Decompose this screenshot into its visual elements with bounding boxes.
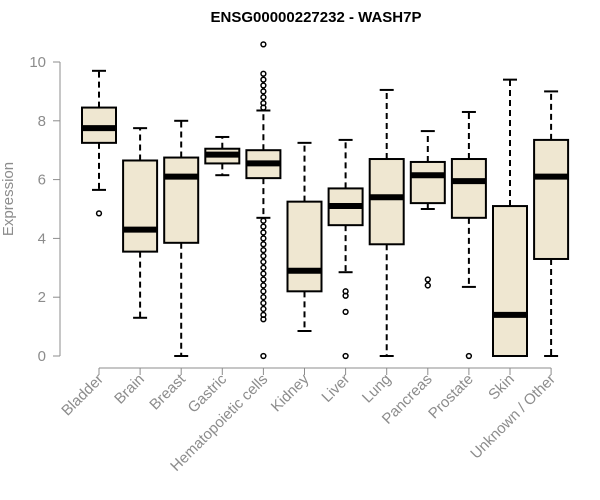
iqr-box (122, 159, 159, 253)
outlier-point (260, 316, 267, 323)
outlier-point (342, 352, 349, 360)
iqr-box (409, 160, 446, 205)
outlier-point (260, 294, 267, 301)
outlier-point (342, 292, 349, 299)
x-label-kidney: Kidney (268, 370, 313, 415)
outlier-point (95, 210, 103, 217)
y-tick-label: 0 (38, 348, 46, 365)
outlier-point (260, 104, 267, 111)
outlier-point (465, 352, 473, 360)
iqr-box (368, 158, 405, 246)
box-liver (327, 138, 364, 360)
outlier-point (260, 88, 267, 95)
outlier-point (260, 229, 267, 236)
box-pancreas (409, 130, 446, 289)
outlier-point (260, 235, 267, 242)
outlier-point (424, 282, 431, 289)
x-label-prostate: Prostate (425, 371, 477, 423)
box-prostate (450, 110, 487, 360)
x-label-breast: Breast (146, 370, 189, 413)
outlier-point (260, 288, 267, 295)
box-bladder (81, 69, 117, 217)
outlier-point (260, 282, 267, 289)
box-kidney (286, 141, 323, 333)
x-label-lung: Lung (359, 371, 395, 407)
outlier-point (260, 352, 267, 360)
box-unknown-other (533, 90, 570, 357)
y-tick-label: 4 (38, 230, 46, 247)
y-tick-label: 8 (38, 113, 46, 130)
x-label-bladder: Bladder (58, 371, 107, 420)
y-tick-label: 10 (29, 54, 46, 71)
box-lung (368, 88, 405, 357)
outlier-point (260, 270, 267, 277)
x-label-skin: Skin (485, 371, 518, 404)
iqr-box (492, 205, 528, 357)
x-label-liver: Liver (318, 371, 353, 406)
iqr-box (163, 156, 200, 244)
x-label-brain: Brain (111, 371, 148, 408)
box-brain (122, 127, 159, 319)
outlier-point (342, 308, 349, 316)
y-axis-label: Expression (0, 162, 17, 236)
outlier-point (260, 247, 267, 254)
y-tick-label: 2 (38, 289, 46, 306)
box-skin (492, 78, 528, 357)
iqr-box (286, 200, 323, 293)
outlier-point (260, 217, 267, 224)
outlier-point (260, 258, 267, 266)
outlier-point (260, 299, 267, 307)
outlier-point (260, 252, 267, 260)
outlier-point (424, 276, 431, 283)
box-breast (163, 119, 200, 357)
outlier-point (260, 70, 267, 77)
outlier-point (260, 94, 267, 101)
outlier-point (260, 82, 267, 89)
iqr-box (533, 138, 570, 260)
y-tick-label: 6 (38, 172, 46, 189)
chart-title: ENSG00000227232 - WASH7P (211, 9, 422, 26)
outlier-point (260, 223, 267, 230)
boxes-group (81, 41, 570, 360)
outlier-point (260, 41, 267, 48)
box-gastric (204, 135, 241, 177)
box-hematopoietic-cells (245, 41, 282, 360)
y-axis: 0 2 4 6 8 10 (29, 54, 61, 365)
outlier-point (260, 264, 267, 271)
outlier-point (260, 76, 267, 83)
outlier-point (260, 241, 267, 248)
iqr-box (450, 158, 487, 219)
outlier-point (260, 276, 267, 283)
outlier-point (260, 305, 267, 313)
